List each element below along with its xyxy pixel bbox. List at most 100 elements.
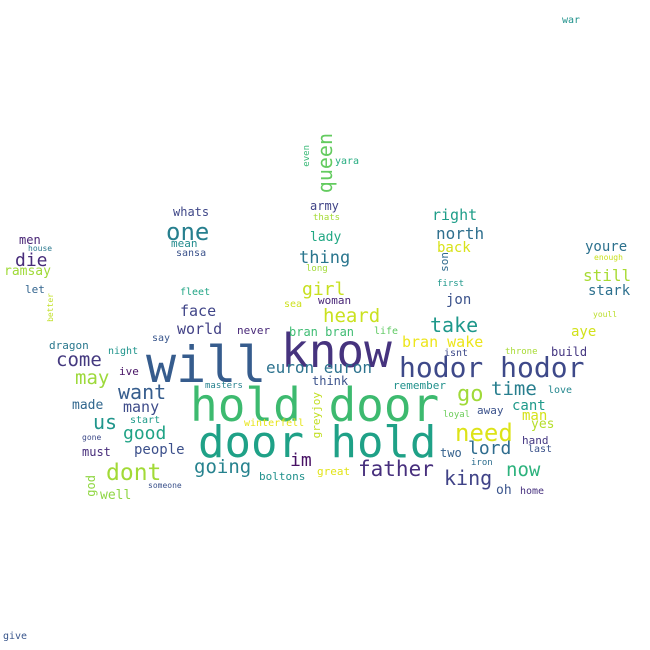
word-queen: queen [313, 133, 337, 194]
word-us: us [93, 410, 118, 434]
word-want: want [118, 380, 167, 404]
word-many: many [123, 398, 160, 416]
word-back: back [437, 240, 471, 256]
word-greyjoy: greyjoy [310, 392, 323, 439]
word-son: son [438, 252, 451, 272]
word-think: think [312, 374, 349, 388]
word-made: made [72, 398, 104, 413]
word-father: father [358, 457, 434, 481]
word-need: need [455, 419, 513, 447]
word-king: king [444, 466, 493, 490]
word-youre: youre [585, 239, 628, 255]
word-men: men [19, 233, 41, 247]
word-even: even [302, 145, 312, 167]
word-let: let [25, 283, 45, 296]
word-start: start [130, 415, 161, 426]
word-time: time [491, 378, 537, 400]
word-yes: yes [531, 417, 555, 432]
word-world: world [177, 320, 223, 338]
word-woman: woman [318, 294, 352, 307]
word-winterfell: winterfell [244, 418, 305, 429]
word-sea: sea [284, 299, 303, 310]
word-now: now [506, 459, 541, 481]
word-may: may [75, 367, 110, 389]
word-thing: thing [299, 248, 351, 268]
word-boltons: boltons [259, 470, 306, 483]
word-euron-euron: euron euron [266, 358, 372, 377]
word-right: right [432, 206, 478, 224]
word-loyal: loyal [443, 410, 471, 420]
word-build: build [551, 345, 588, 359]
word-house: house [28, 244, 53, 253]
word-oh: oh [496, 483, 512, 498]
word-going: going [194, 456, 252, 478]
word-good: good [123, 423, 167, 444]
word-well: well [100, 488, 132, 503]
word-last: last [528, 444, 553, 455]
word-enough: enough [594, 253, 623, 262]
word-fleet: fleet [180, 287, 211, 298]
word-never: never [237, 324, 271, 337]
word-throne: throne [505, 347, 538, 357]
word-say: say [152, 333, 171, 344]
word-jon: jon [446, 292, 472, 308]
word-dont: dont [106, 460, 162, 486]
word-isnt: isnt [444, 348, 469, 359]
word-aye: aye [571, 324, 597, 340]
word-take: take [430, 313, 479, 337]
word-lady: lady [310, 230, 342, 245]
word-hand: hand [522, 434, 549, 447]
word-heard: heard [323, 305, 381, 327]
word-someone: someone [148, 481, 182, 490]
word-bran-wake: bran wake [402, 333, 484, 351]
word-must: must [82, 445, 111, 459]
word-im: im [290, 450, 312, 471]
word-will: will [146, 336, 267, 394]
word-ive: ive [119, 365, 139, 378]
word-war: war [562, 15, 581, 26]
word-hold-door: hold door [190, 378, 440, 432]
word-come: come [56, 349, 102, 371]
word-hodor-hodor: hodor hodor [399, 351, 585, 384]
word-gone: gone [82, 433, 102, 442]
word-remember: remember [393, 379, 446, 392]
word-away: away [477, 404, 504, 417]
word-cant: cant [512, 398, 546, 414]
word-one: one [166, 218, 210, 246]
word-thats: thats [313, 213, 341, 223]
word-people: people [134, 442, 185, 458]
word-know: know [281, 324, 392, 378]
word-iron: iron [471, 458, 493, 468]
word-still: still [583, 266, 632, 285]
word-masters: masters [205, 381, 243, 391]
word-face: face [180, 302, 217, 320]
word-man: man [522, 408, 548, 424]
word-yara: yara [335, 156, 360, 167]
word-stark: stark [588, 283, 631, 299]
word-give: give [3, 631, 28, 642]
word-god: god [84, 475, 98, 497]
word-lord: lord [468, 438, 512, 459]
word-mean: mean [171, 237, 198, 250]
word-great: great [317, 465, 351, 478]
word-night: night [108, 346, 139, 357]
word-whats: whats [173, 205, 210, 219]
word-youll: youll [593, 310, 618, 319]
word-bran-bran: bran bran [289, 325, 355, 339]
word-better: better [46, 293, 55, 322]
word-ramsay: ramsay [4, 264, 51, 279]
word-door-hold: door hold [198, 417, 437, 468]
word-life: life [374, 326, 399, 337]
word-two: two [440, 446, 462, 460]
word-girl: girl [302, 279, 346, 300]
word-love: love [548, 385, 573, 396]
word-sansa: sansa [176, 248, 207, 259]
word-home: home [520, 486, 545, 497]
word-first: first [437, 279, 465, 289]
word-north: north [436, 224, 485, 243]
word-army: army [310, 199, 339, 213]
word-die: die [15, 250, 48, 271]
word-go: go [457, 382, 484, 407]
word-long: long [306, 264, 328, 274]
